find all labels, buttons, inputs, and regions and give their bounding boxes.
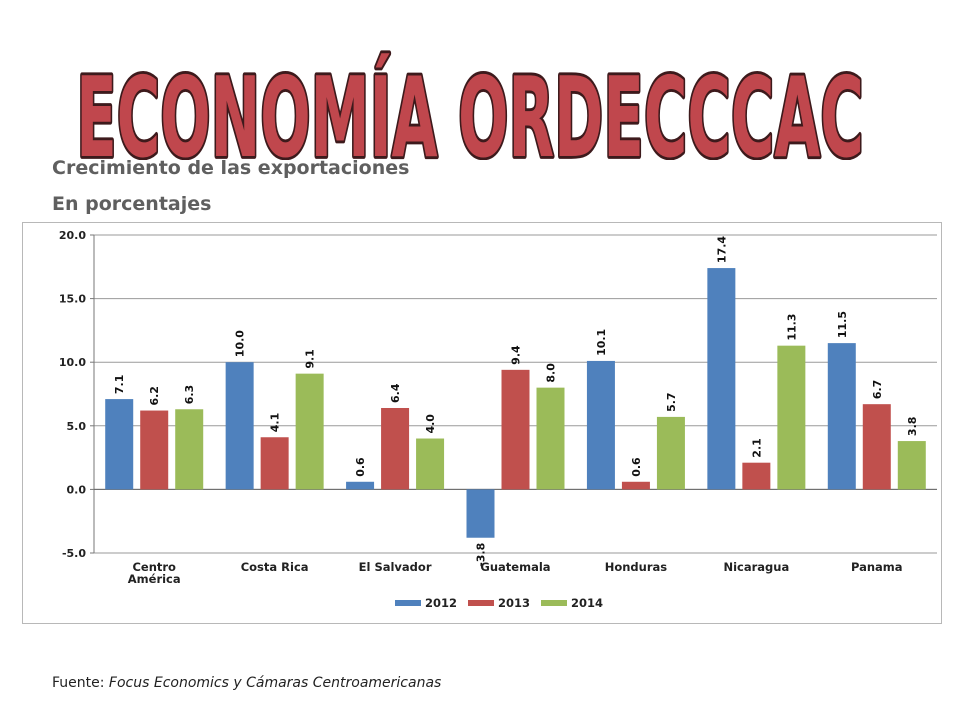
bar [295, 373, 324, 490]
bar [536, 387, 565, 490]
bar [175, 409, 204, 490]
x-tick-label: Guatemala [480, 560, 550, 574]
data-label: 6.7 [871, 380, 884, 400]
bar [827, 343, 856, 490]
data-label: 8.0 [545, 363, 558, 383]
bar [621, 481, 650, 490]
bar [707, 268, 736, 490]
x-tick-label: Nicaragua [723, 560, 789, 574]
data-label: 7.1 [113, 375, 126, 395]
bar [140, 410, 169, 490]
bar [862, 404, 891, 490]
source-prefix: Fuente: [52, 675, 109, 691]
legend-label: 2012 [425, 596, 457, 610]
y-tick-label: 0.0 [67, 483, 87, 496]
data-label: 10.0 [234, 330, 247, 357]
x-tick-label: América [128, 572, 181, 586]
chart-subtitle: Crecimiento de las exportaciones [52, 157, 410, 179]
data-label: 2.1 [750, 438, 763, 458]
x-tick-label: Honduras [605, 560, 668, 574]
data-label: -3.8 [475, 543, 488, 567]
data-label: 6.2 [148, 386, 161, 406]
bar [656, 416, 685, 490]
data-label: 6.4 [389, 383, 402, 403]
legend-swatch [541, 600, 567, 606]
bar-chart: -5.0 0.0 5.0 10.0 15.0 20.0 7.1 6.2 6.3 CentroAmé… [59, 229, 937, 610]
data-label: 4.0 [424, 414, 437, 434]
source-note: Fuente: Focus Economics y Cámaras Centro… [52, 675, 441, 691]
legend-swatch [468, 600, 494, 606]
bar [501, 369, 530, 490]
data-label: 5.7 [665, 392, 678, 412]
data-label: 9.4 [510, 345, 523, 365]
y-tick-label: 15.0 [59, 293, 86, 306]
banner-title-text: ECONOMÍA ORDECCCAC [76, 53, 863, 160]
bar [897, 441, 926, 490]
chart-units-subtitle: En porcentajes [52, 193, 212, 215]
legend-label: 2014 [571, 596, 603, 610]
bar [260, 437, 289, 490]
x-tick-label: Costa Rica [241, 560, 309, 574]
legend-label: 2013 [498, 596, 530, 610]
data-label: 0.6 [354, 457, 367, 477]
data-label: 17.4 [715, 236, 728, 263]
data-label: 3.8 [906, 417, 919, 437]
x-tick-label: Panama [851, 560, 903, 574]
chart-frame: -5.0 0.0 5.0 10.0 15.0 20.0 7.1 6.2 6.3 Centro Amé… [22, 222, 942, 624]
data-label: 6.3 [183, 385, 196, 405]
banner-title: ECONOMÍA ORDECCCAC [74, 51, 866, 160]
data-label: 10.1 [595, 329, 608, 356]
source-text: Focus Economics y Cámaras Centroamerican… [108, 675, 442, 691]
bar [225, 362, 254, 490]
bar [777, 345, 806, 490]
data-label: 11.3 [785, 314, 798, 341]
legend-swatch [395, 600, 421, 606]
bar [742, 462, 771, 490]
x-tick-label: El Salvador [359, 560, 432, 574]
y-tick-label: -5.0 [62, 547, 86, 560]
bar [466, 489, 495, 538]
bar [381, 407, 410, 490]
data-label: 0.6 [630, 457, 643, 477]
bar [346, 481, 375, 490]
bar [105, 399, 134, 490]
x-tick-label: Centro [132, 560, 176, 574]
bar [416, 438, 445, 490]
data-label: 4.1 [269, 413, 282, 433]
y-tick-label: 5.0 [67, 420, 87, 433]
data-label: 9.1 [304, 349, 317, 369]
bar [586, 360, 615, 490]
data-label: 11.5 [836, 311, 849, 338]
y-tick-label: 20.0 [59, 229, 86, 242]
y-tick-label: 10.0 [59, 356, 86, 369]
